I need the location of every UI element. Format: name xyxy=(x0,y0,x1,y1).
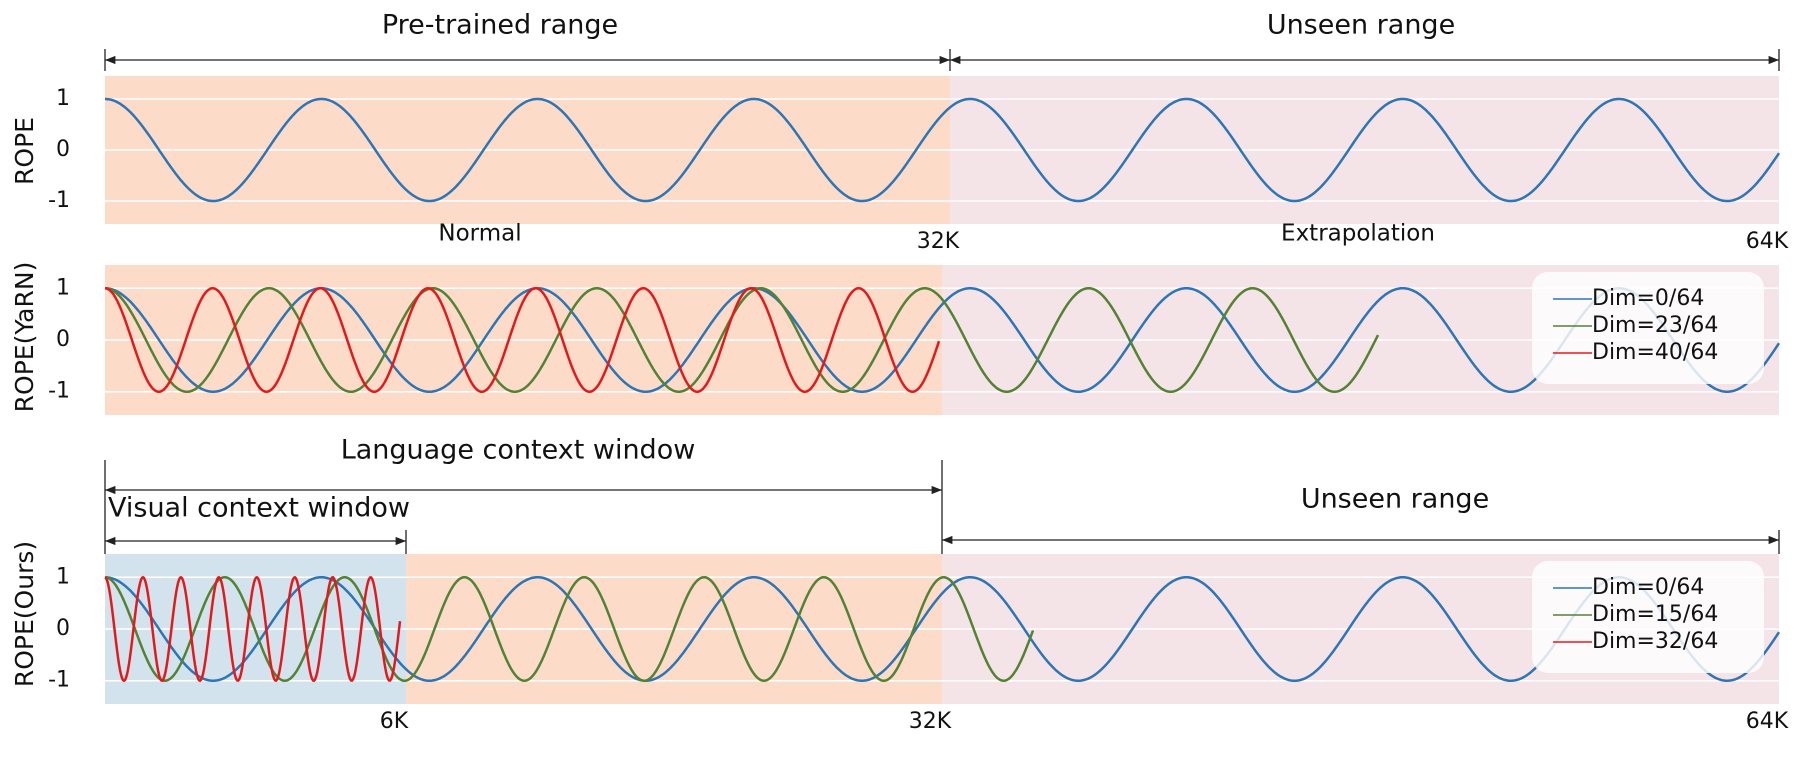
y-tick-label: 0 xyxy=(56,137,70,162)
legend-label: Dim=23/64 xyxy=(1592,313,1718,338)
annotation: Unseen range xyxy=(1301,484,1489,515)
wave xyxy=(105,287,1380,393)
y-tick-label: 1 xyxy=(56,275,70,300)
x-tick-label: 6K xyxy=(380,709,409,734)
legend-box xyxy=(1532,561,1764,673)
x-tick-label: 64K xyxy=(1746,229,1789,254)
annotation: Pre-trained range xyxy=(382,10,618,41)
wave xyxy=(105,97,1781,203)
wave xyxy=(104,287,941,393)
legend-label: Dim=32/64 xyxy=(1592,629,1718,654)
wave xyxy=(105,576,1781,682)
y-tick-label: 0 xyxy=(56,616,70,641)
y-axis-label: ROPE(Ours) xyxy=(10,541,39,687)
annotation: Unseen range xyxy=(1267,10,1455,41)
y-tick-label: -1 xyxy=(48,379,70,404)
x-tick-label: 64K xyxy=(1746,709,1789,734)
y-axis-label: ROPE xyxy=(10,117,39,185)
y-axis-label: ROPE(YaRN) xyxy=(10,262,39,413)
range-arrows xyxy=(104,49,1780,554)
annotation: Language context window xyxy=(341,435,696,466)
annotation: Extrapolation xyxy=(1281,221,1435,247)
x-tick-label: 32K xyxy=(917,229,960,254)
legend-label: Dim=0/64 xyxy=(1592,575,1704,600)
legend-label: Dim=15/64 xyxy=(1592,602,1718,627)
y-tick-label: 0 xyxy=(56,327,70,352)
x-tick-label: 32K xyxy=(909,709,952,734)
y-tick-label: -1 xyxy=(48,188,70,213)
legend-label: Dim=40/64 xyxy=(1592,340,1718,365)
annotation: Normal xyxy=(438,221,521,247)
legend-label: Dim=0/64 xyxy=(1592,286,1704,311)
y-tick-label: 1 xyxy=(56,86,70,111)
y-tick-label: -1 xyxy=(48,668,70,693)
legend-box xyxy=(1532,272,1764,384)
y-tick-label: 1 xyxy=(56,564,70,589)
wave xyxy=(104,575,402,683)
annotation: Visual context window xyxy=(108,493,410,524)
wave xyxy=(105,576,1035,682)
